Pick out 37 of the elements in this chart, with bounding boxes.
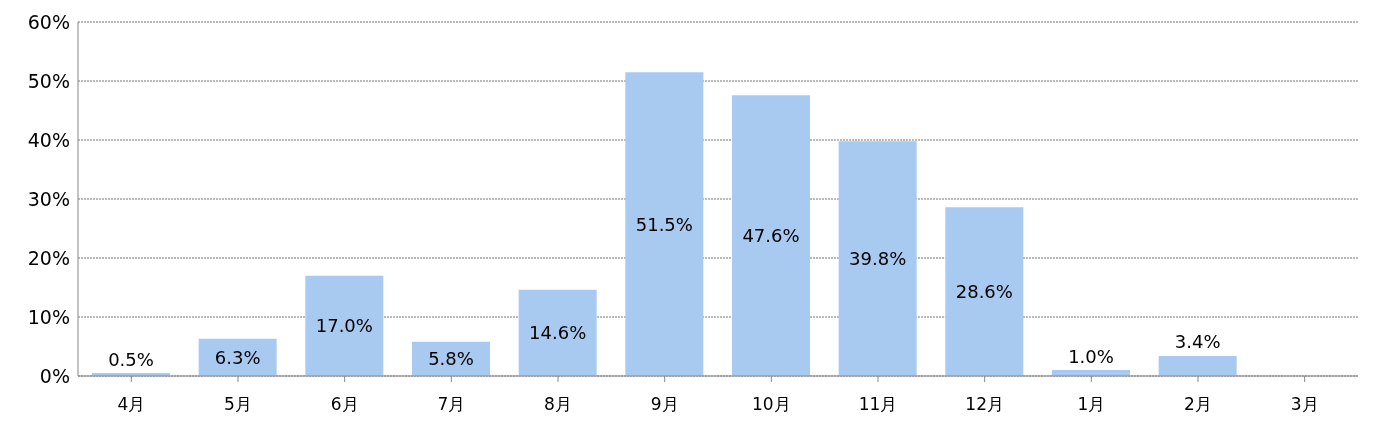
x-tick-label: 12月 [965,394,1004,415]
x-tick-label: 8月 [544,394,572,415]
bar [518,289,597,376]
x-tick-label: 9月 [650,394,679,415]
bar [625,72,704,376]
y-tick-label: 50% [27,69,70,92]
x-tick-label: 7月 [437,394,466,415]
x-tick-label: 6月 [330,394,359,415]
y-tick-label: 0% [39,364,70,387]
bar [305,275,384,376]
data-label: 39.8% [849,248,907,270]
x-tick-label: 2月 [1184,394,1212,415]
x-tick-label: 4月 [117,394,146,415]
data-label: 1.0% [1068,345,1114,367]
y-tick-label: 10% [27,305,70,328]
data-label: 3.4% [1174,331,1221,353]
data-label: 17.0% [315,315,373,337]
x-tick-label: 1月 [1077,394,1106,415]
data-label: 0.5% [108,348,154,370]
data-label: 5.8% [428,348,474,370]
bar [732,95,810,376]
y-tick-label: 60% [27,10,70,33]
bar [838,141,917,376]
y-tick-label: 40% [27,128,70,151]
data-label: 6.3% [214,346,261,368]
y-tick-label: 30% [27,187,70,210]
data-label: 51.5% [635,213,693,235]
bar [1158,355,1237,376]
data-label: 14.6% [529,322,587,344]
y-tick-label: 20% [27,246,70,269]
x-tick-label: 5月 [224,394,252,415]
bar [945,207,1024,376]
x-tick-label: 3月 [1290,394,1319,415]
x-tick-label: 10月 [752,394,791,415]
data-label: 28.6% [955,281,1013,303]
data-label: 47.6% [742,225,800,247]
x-tick-label: 11月 [858,394,898,415]
